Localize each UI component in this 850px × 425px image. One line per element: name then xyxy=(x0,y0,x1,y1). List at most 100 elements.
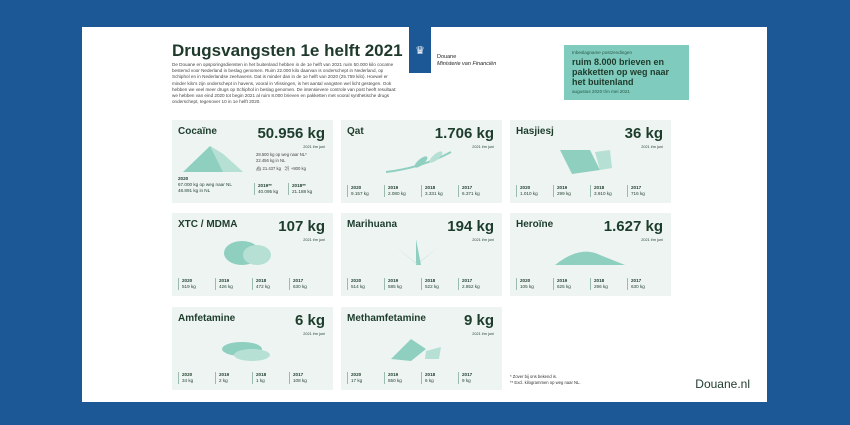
douane-link[interactable]: Douane.nl xyxy=(695,377,750,391)
year-label: 2018 xyxy=(425,185,436,190)
drug-name: Heroïne xyxy=(516,219,554,230)
year-label: 2020 xyxy=(178,176,189,181)
intro-text: De Douane en opsporingsdiensten in het b… xyxy=(172,62,397,105)
footnotes: * Zover bij ons bekend is. ** Excl. kilog… xyxy=(510,374,581,385)
year-value: 299 kg xyxy=(557,191,571,196)
drug-illustration-icon xyxy=(560,150,612,174)
drug-amount: 107 kg xyxy=(278,218,325,235)
year-value: 9 kg xyxy=(462,378,471,383)
year-value: 2 kg xyxy=(219,378,228,383)
period-label: 2021 t/m juni xyxy=(303,238,325,242)
year-item: 2018 296 kg xyxy=(590,278,627,290)
post-label: Inbeslagname postzendingen xyxy=(572,50,633,55)
year-label: 2017 xyxy=(462,278,473,283)
year-item: 2020 1.010 kg xyxy=(516,185,553,197)
year-label: 2017 xyxy=(631,278,642,283)
drug-illustration-icon xyxy=(222,342,270,361)
year-label: 2018 xyxy=(594,185,605,190)
year-item: 2017 2.852 kg xyxy=(458,278,495,290)
year-value: 105 kg xyxy=(520,284,534,289)
year-label: 2020 xyxy=(351,278,362,283)
cocaine-onway: 28.500 kg op weg naar NL* xyxy=(256,152,307,157)
drug-amount: 1.627 kg xyxy=(603,218,663,235)
year-value: 2.852 kg xyxy=(462,284,480,289)
year-value: 514 kg xyxy=(351,284,365,289)
year-value: 550 kg xyxy=(388,378,402,383)
ship-icon: ⛴ xyxy=(256,166,262,171)
drug-illustration-icon xyxy=(396,239,439,265)
year-item: 2020 519 kg xyxy=(178,278,215,290)
drug-illustration-icon xyxy=(555,251,625,265)
year-value: 585 kg xyxy=(388,284,402,289)
year-item: 2019 2.080 kg xyxy=(384,185,421,197)
drug-amount: 50.956 kg xyxy=(257,125,325,142)
year-label: 2020 xyxy=(520,278,531,283)
year-item: 2019 585 kg xyxy=(384,278,421,290)
year-label: 2019 xyxy=(388,372,399,377)
drug-illustration-icon xyxy=(224,241,271,265)
cocaine-innl: 22.456 kg in NL xyxy=(256,158,286,163)
drug-illustration-icon xyxy=(385,151,452,173)
year-list: 2020 514 kg 2019 585 kg 2018 522 kg 2017 2.852 … xyxy=(347,278,495,290)
year-value: 1 kg xyxy=(256,378,265,383)
period-label: 2021 t/m juni xyxy=(472,145,494,149)
year-label: 2017 xyxy=(293,278,304,283)
year-item: 2017 716 kg xyxy=(627,185,664,197)
year-2018: 2018** 21.188 kg xyxy=(288,183,312,195)
post-headline: ruim 8.000 brieven en pakketten op weg n… xyxy=(572,57,670,87)
year-value: 3.910 kg xyxy=(594,191,612,196)
card-drug: Qat 1.706 kg 2021 t/m juni 2020 9.157 kg 2… xyxy=(341,120,502,203)
year-value: 716 kg xyxy=(631,191,645,196)
year-value: 108 kg xyxy=(293,378,307,383)
year-label: 2019 xyxy=(557,278,568,283)
drug-name: Cocaïne xyxy=(178,126,217,137)
year-label: 2018 xyxy=(594,278,605,283)
year-label: 2017 xyxy=(462,185,473,190)
year-label: 2020 xyxy=(351,185,362,190)
drug-amount: 1.706 kg xyxy=(434,125,494,142)
year-value: 519 kg xyxy=(182,284,196,289)
drug-amount: 9 kg xyxy=(463,312,494,329)
year-label: 2019 xyxy=(388,278,399,283)
ministry-name: Ministerie van Financiën xyxy=(437,61,497,67)
year-value: 34 kg xyxy=(182,378,194,383)
drug-name: Marihuana xyxy=(347,219,398,230)
year-label: 2019 xyxy=(557,185,568,190)
year-item: 2018 3.331 kg xyxy=(421,185,458,197)
drug-amount: 194 kg xyxy=(447,218,494,235)
drug-amount: 36 kg xyxy=(624,125,663,142)
post-box: Inbeslagname postzendingen ruim 8.000 br… xyxy=(564,45,689,100)
year-value: 630 kg xyxy=(293,284,307,289)
year-value: 48.891 kg in NL xyxy=(178,188,211,193)
post-period: augustus 2020 t/m mei 2021 xyxy=(572,89,630,94)
year-label: 2020 xyxy=(351,372,362,377)
ship-amount: 21.437 kg xyxy=(262,166,281,171)
year-label: 2020 xyxy=(182,278,193,283)
period-label: 2021 t/m juni xyxy=(303,145,325,149)
year-label: 2018 xyxy=(256,278,267,283)
rijksoverheid-logo: ♛ xyxy=(409,27,431,73)
year-item: 2020 34 kg xyxy=(178,372,215,384)
year-item: 2017 630 kg xyxy=(627,278,664,290)
year-label: 2018 xyxy=(256,372,267,377)
year-value: 426 kg xyxy=(219,284,233,289)
year-item: 2019 625 kg xyxy=(553,278,590,290)
card-drug: Methamfetamine 9 kg 2021 t/m juni 2020 17… xyxy=(341,307,502,390)
logo-text: Douane Ministerie van Financiën xyxy=(437,54,496,68)
year-value: 3.331 kg xyxy=(425,191,443,196)
drug-name: XTC / MDMA xyxy=(178,219,238,230)
drug-illustration-icon xyxy=(391,339,441,361)
year-value: 2.080 kg xyxy=(388,191,406,196)
year-label: 2017 xyxy=(293,372,304,377)
year-2019: 2019** 40.095 kg xyxy=(254,183,278,195)
year-item: 2017 9 kg xyxy=(458,372,495,384)
drug-name: Qat xyxy=(347,126,364,137)
year-value: 67.000 kg op weg naar NL xyxy=(178,182,232,187)
year-value: 625 kg xyxy=(557,284,571,289)
year-list: 2020 9.157 kg 2019 2.080 kg 2018 3.331 kg 2017… xyxy=(347,185,495,197)
drug-name: Amfetamine xyxy=(178,313,236,324)
card-drug: Hasjiesj 36 kg 2021 t/m juni 2020 1.010 k… xyxy=(510,120,671,203)
year-item: 2020 514 kg xyxy=(347,278,384,290)
card-cocaine: Cocaïne 50.956 kg 2021 t/m juni 28.500 k… xyxy=(172,120,333,203)
period-label: 2021 t/m juni xyxy=(472,238,494,242)
